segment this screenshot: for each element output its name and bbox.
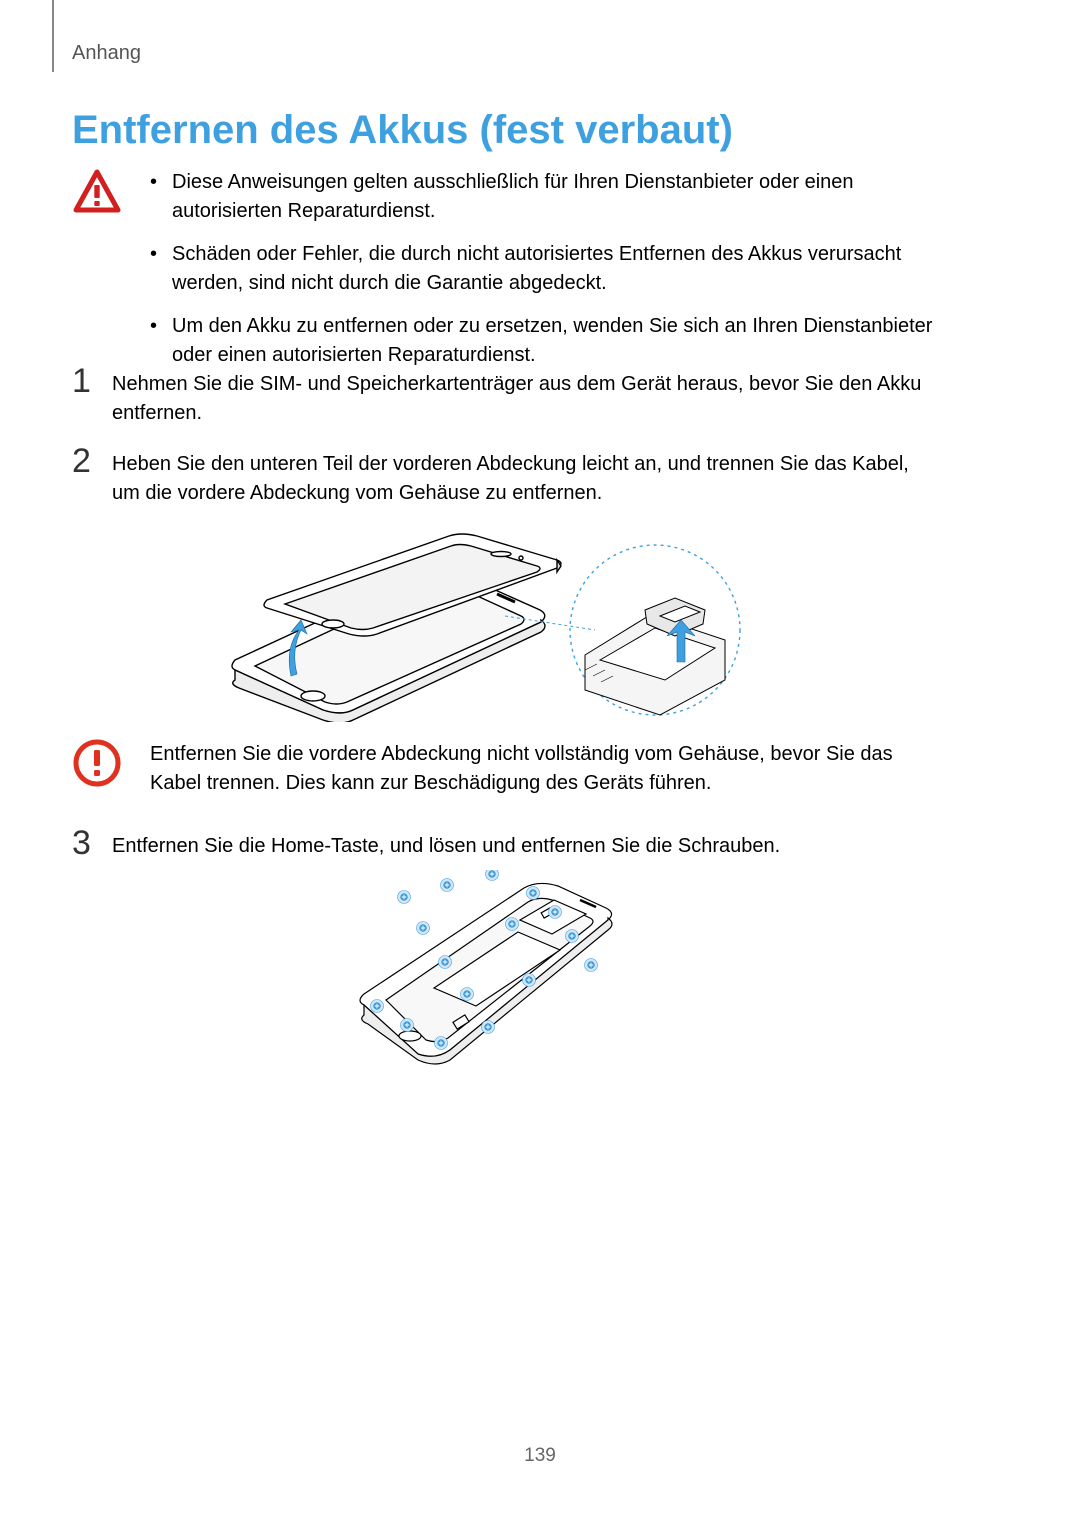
step-text: Nehmen Sie die SIM- und Speicherkartentr… bbox=[112, 364, 942, 428]
step-1: 1 Nehmen Sie die SIM- und Speicherkarten… bbox=[72, 364, 942, 428]
page-number: 139 bbox=[0, 1445, 1080, 1467]
warning-bullet: Schäden oder Fehler, die durch nicht aut… bbox=[150, 240, 940, 298]
section-header: Anhang bbox=[72, 42, 141, 65]
caution-text: Entfernen Sie die vordere Abdeckung nich… bbox=[150, 738, 940, 798]
warning-icon bbox=[72, 168, 122, 218]
step-text: Entfernen Sie die Home-Taste, und lösen … bbox=[112, 826, 942, 861]
warning-block: Diese Anweisungen gelten ausschließlich … bbox=[72, 168, 940, 384]
page-title: Entfernen des Akkus (fest verbaut) bbox=[72, 108, 733, 153]
left-margin-rule bbox=[52, 0, 54, 72]
step-number: 2 bbox=[72, 444, 94, 508]
caution-icon bbox=[72, 738, 122, 788]
warning-bullet-list: Diese Anweisungen gelten ausschließlich … bbox=[150, 168, 940, 384]
step-3: 3 Entfernen Sie die Home-Taste, und löse… bbox=[72, 826, 942, 861]
warning-bullet: Diese Anweisungen gelten ausschließlich … bbox=[150, 168, 940, 226]
step-2: 2 Heben Sie den unteren Teil der vordere… bbox=[72, 444, 942, 508]
caution-block: Entfernen Sie die vordere Abdeckung nich… bbox=[72, 738, 940, 798]
figure-screws bbox=[314, 870, 630, 1066]
step-number: 3 bbox=[72, 826, 94, 861]
warning-bullet: Um den Akku zu entfernen oder zu ersetze… bbox=[150, 312, 940, 370]
figure-lift-cover bbox=[205, 520, 745, 722]
step-number: 1 bbox=[72, 364, 94, 428]
step-text: Heben Sie den unteren Teil der vorderen … bbox=[112, 444, 942, 508]
